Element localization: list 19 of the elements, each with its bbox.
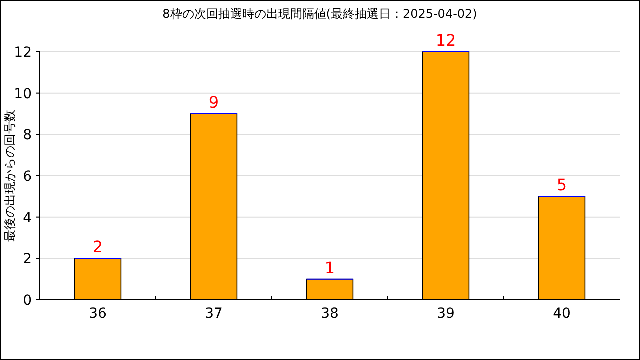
x-tick-label: 37 xyxy=(205,306,223,322)
x-tick-label: 40 xyxy=(553,306,571,322)
x-tick-label: 36 xyxy=(89,306,107,322)
y-tick-label: 12 xyxy=(14,45,32,61)
data-label: 12 xyxy=(436,31,456,50)
data-label: 5 xyxy=(556,176,568,195)
y-axis-title: 最後の出現からの回号数 xyxy=(3,110,17,242)
data-label: 1 xyxy=(324,258,336,278)
y-tick-label: 4 xyxy=(23,210,32,226)
chart-title: 8枠の次回抽選時の出現間隔値(最終抽選日：2025-04-02) xyxy=(162,7,478,21)
data-label: 9 xyxy=(208,93,220,112)
y-tick-label: 10 xyxy=(14,86,32,102)
y-tick-label: 8 xyxy=(23,128,32,144)
data-label: 2 xyxy=(92,238,104,257)
x-tick-label: 38 xyxy=(321,306,339,322)
y-tick-label: 0 xyxy=(23,293,32,309)
x-tick-label: 39 xyxy=(437,306,455,322)
y-tick-label: 2 xyxy=(23,252,32,268)
y-tick-label: 6 xyxy=(23,169,32,185)
